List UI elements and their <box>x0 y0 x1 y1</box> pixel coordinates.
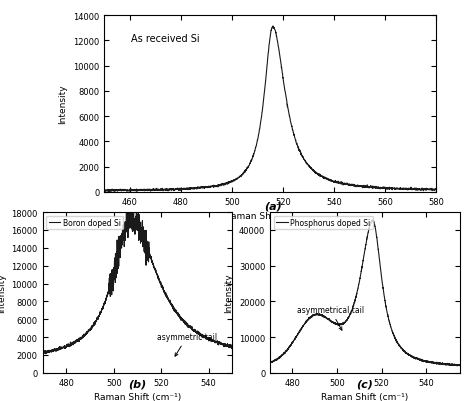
X-axis label: Raman Shift (cm⁻¹): Raman Shift (cm⁻¹) <box>94 392 181 401</box>
Y-axis label: Intensity: Intensity <box>0 273 6 312</box>
Boron doped Si <box>40 351 46 356</box>
Phosphorus doped Si <box>267 360 273 365</box>
Boron doped Si <box>224 342 230 347</box>
Phosphorus doped Si <box>455 364 460 369</box>
Y-axis label: Intensity: Intensity <box>224 273 233 312</box>
Boron doped Si <box>189 327 195 332</box>
Text: (c): (c) <box>356 379 374 389</box>
Boron doped Si <box>132 218 138 223</box>
Boron doped Si <box>43 352 49 356</box>
Line: Boron doped Si: Boron doped Si <box>43 203 232 354</box>
Boron doped Si <box>229 344 235 349</box>
Phosphorus doped Si <box>359 263 365 267</box>
Phosphorus doped Si <box>457 363 463 368</box>
Legend: Boron doped Si: Boron doped Si <box>46 217 123 230</box>
Y-axis label: Intensity: Intensity <box>59 85 68 124</box>
Boron doped Si <box>128 200 134 205</box>
X-axis label: Raman Shift (cm⁻¹): Raman Shift (cm⁻¹) <box>321 392 409 401</box>
Phosphorus doped Si <box>355 288 360 293</box>
Text: (a): (a) <box>264 200 282 211</box>
Text: As received Si: As received Si <box>131 34 200 44</box>
Phosphorus doped Si <box>417 358 422 363</box>
Boron doped Si <box>224 343 230 348</box>
Boron doped Si <box>50 348 55 353</box>
Text: asymmetrical tail: asymmetrical tail <box>297 305 364 330</box>
Line: Phosphorus doped Si: Phosphorus doped Si <box>270 220 460 366</box>
Boron doped Si <box>127 214 133 219</box>
Phosphorus doped Si <box>451 362 457 367</box>
Text: (b): (b) <box>128 379 146 389</box>
Legend: Phosphorus doped Si: Phosphorus doped Si <box>274 217 373 230</box>
Text: asymmetric tail: asymmetric tail <box>157 332 217 356</box>
X-axis label: Raman Shift ( cm⁻¹): Raman Shift ( cm⁻¹) <box>225 212 315 221</box>
Phosphorus doped Si <box>277 355 283 360</box>
Phosphorus doped Si <box>370 218 375 223</box>
Phosphorus doped Si <box>452 362 457 367</box>
